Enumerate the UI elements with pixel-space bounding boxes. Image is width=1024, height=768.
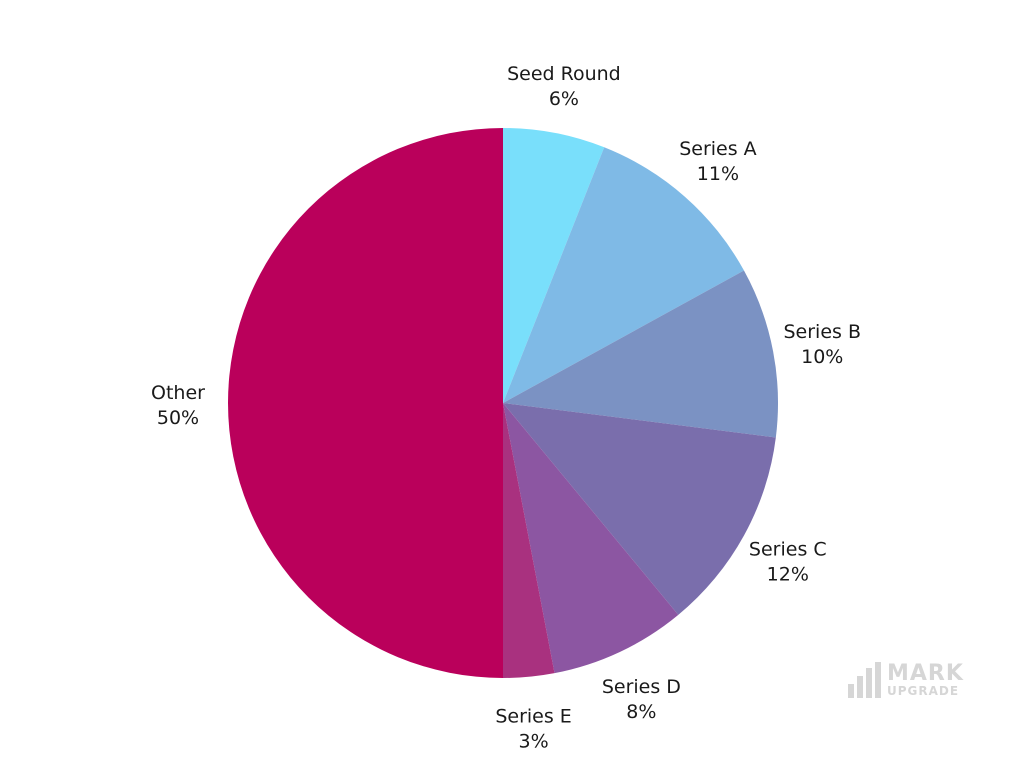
watermark-line1: MARK: [887, 661, 964, 686]
pie-slice-series-c: [503, 403, 776, 615]
slice-label-other: Other 50%: [151, 382, 205, 429]
slice-label-series-e: Series E 3%: [495, 706, 571, 753]
bar-logo-icon: [848, 662, 881, 698]
pie-slice-series-a: [503, 147, 744, 403]
watermark-line2: UPGRADE: [887, 684, 960, 698]
pie-slice-series-e: [503, 403, 555, 678]
pie-slice-series-d: [503, 403, 679, 674]
slice-label-series-a: Series A 11%: [679, 138, 756, 185]
pie-slice-other: [228, 128, 503, 678]
slice-label-series-b: Series B 10%: [783, 321, 861, 368]
slice-label-seed-round: Seed Round 6%: [507, 63, 621, 110]
slice-label-series-d: Series D 8%: [602, 676, 681, 723]
pie-slice-seed-round: [503, 128, 605, 403]
watermark-logo: MARK UPGRADE: [848, 662, 964, 698]
pie-slice-series-b: [503, 270, 778, 438]
slice-label-series-c: Series C 12%: [749, 539, 827, 586]
